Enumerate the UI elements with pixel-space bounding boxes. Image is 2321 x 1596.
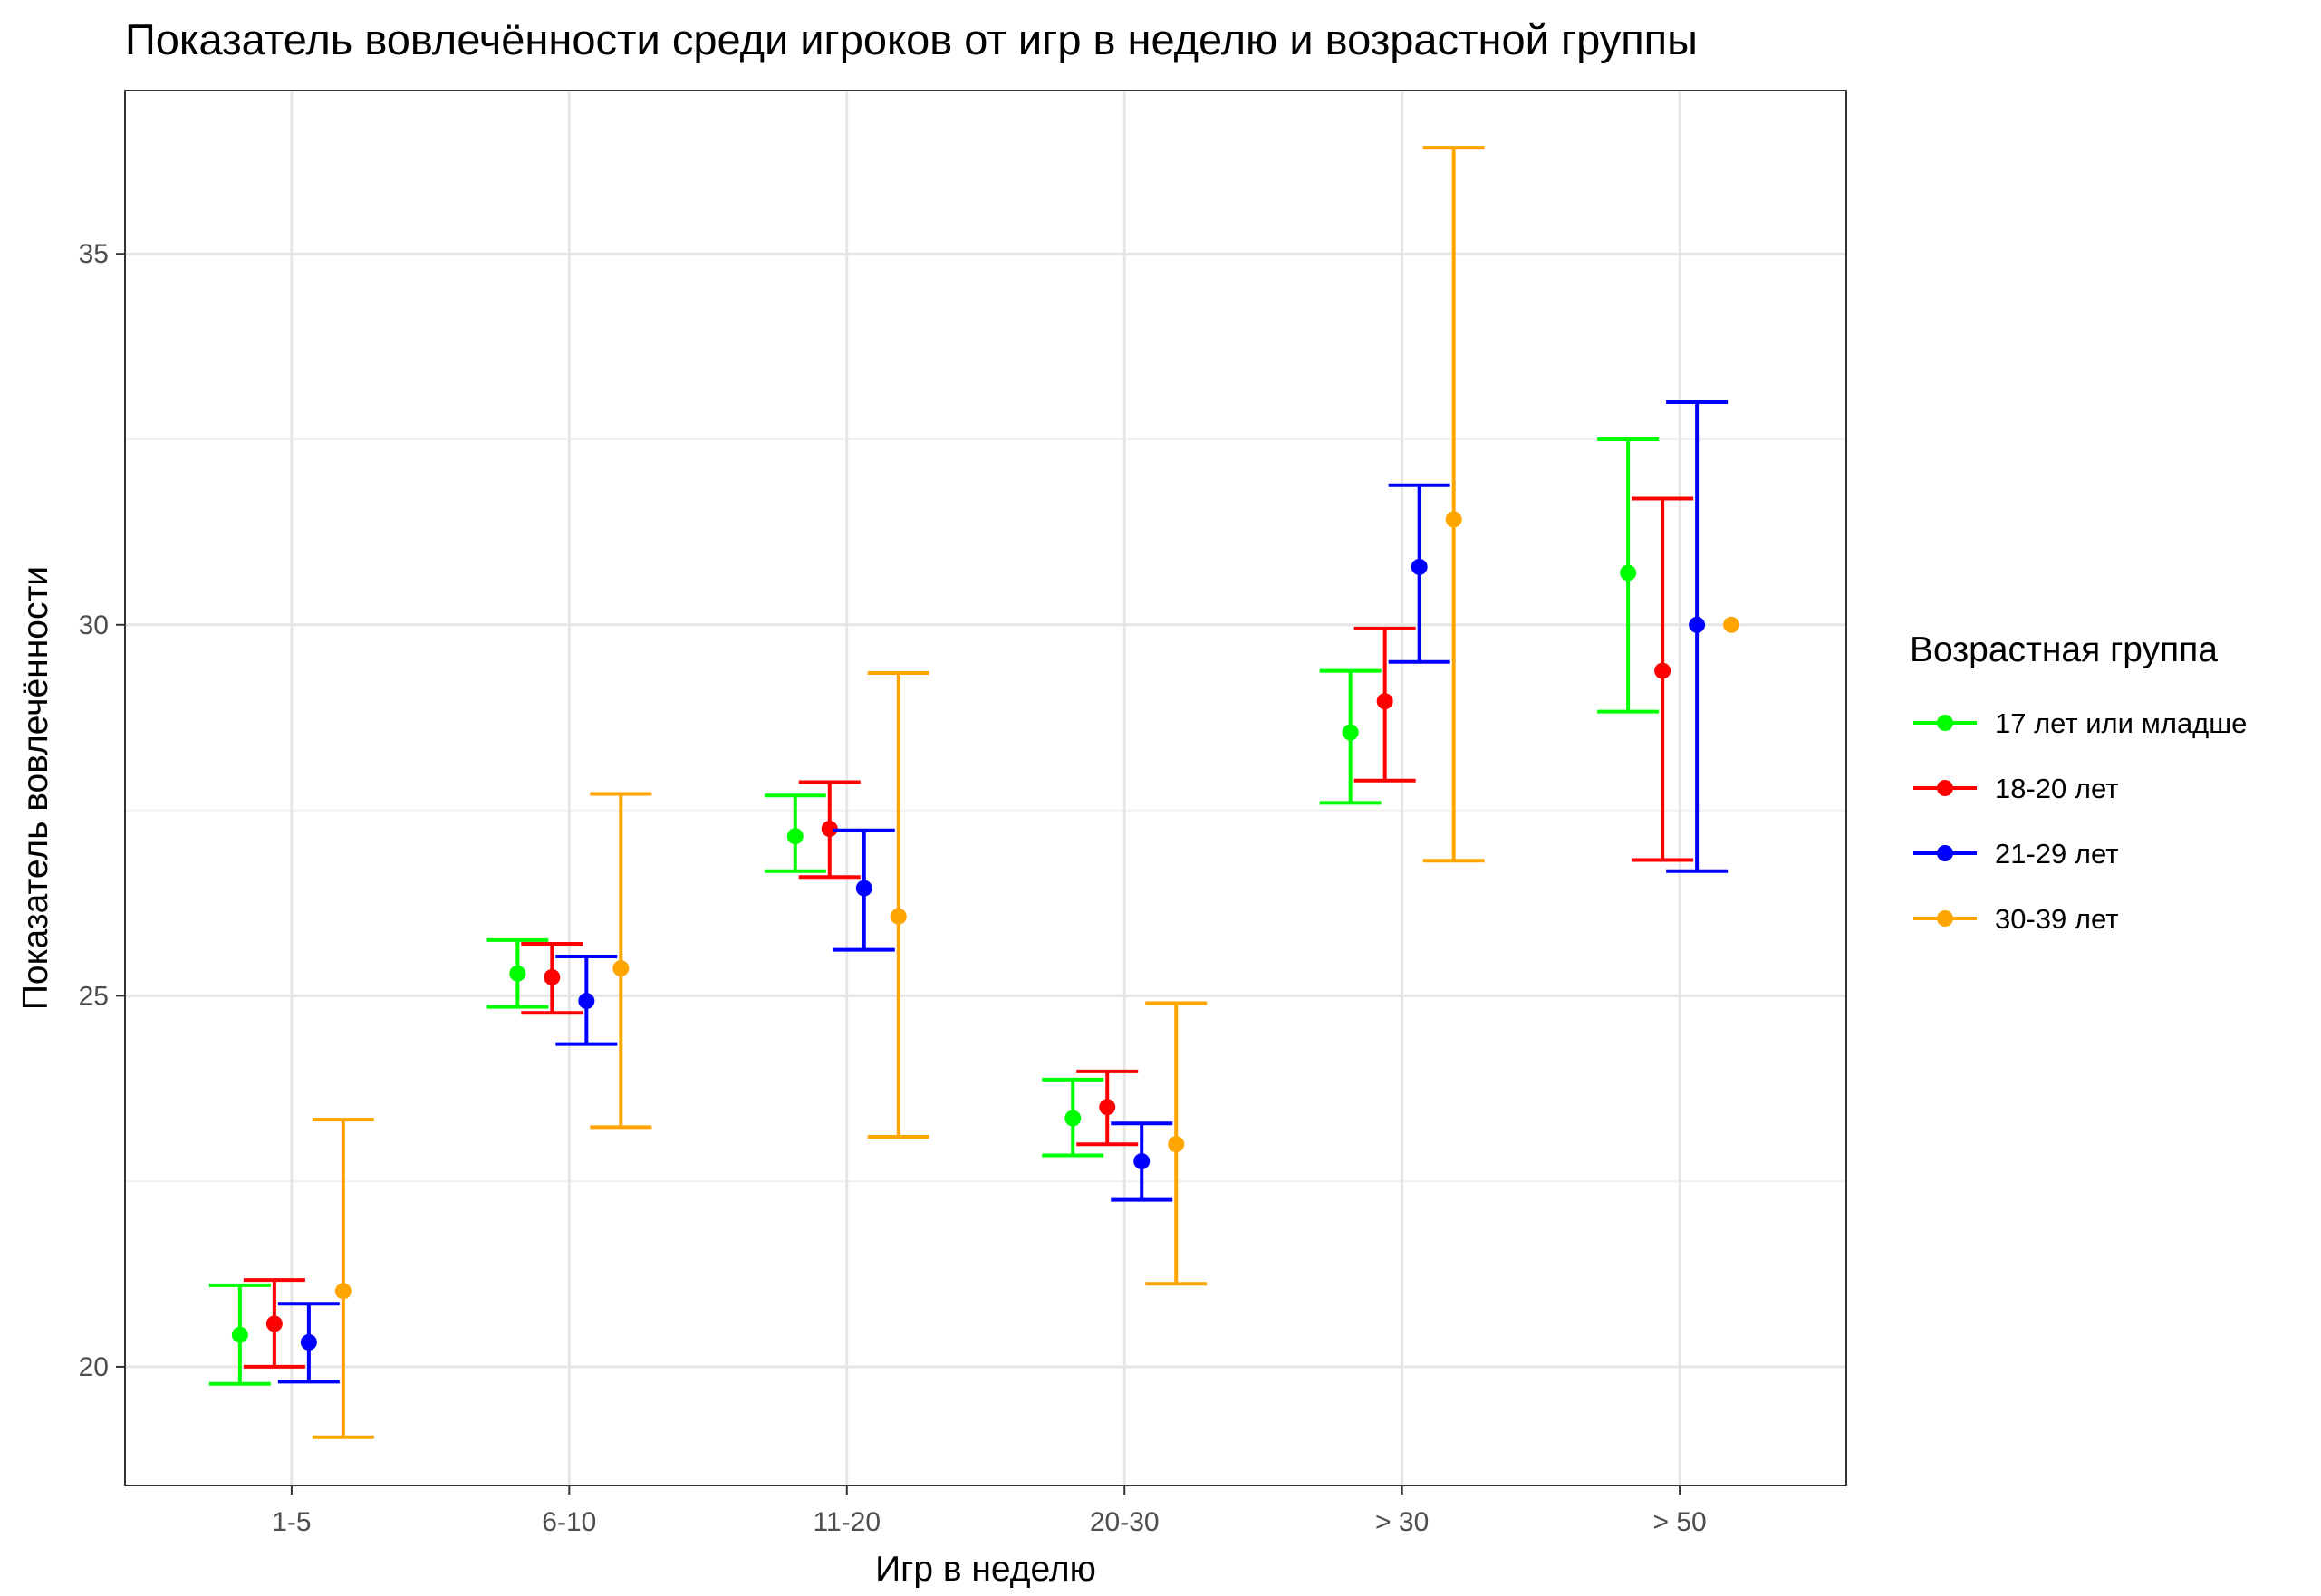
data-point bbox=[231, 1326, 248, 1343]
data-point bbox=[578, 993, 595, 1010]
y-axis: 20 25 30 35 bbox=[79, 239, 125, 1382]
data-point bbox=[821, 821, 838, 838]
x-tick-label: 20-30 bbox=[1090, 1507, 1160, 1537]
data-point bbox=[855, 880, 872, 897]
series-group bbox=[208, 437, 1660, 1386]
x-axis-title: Игр в неделю bbox=[875, 1550, 1096, 1589]
legend: Возрастная группа 17 лет или младше 18-20… bbox=[1910, 630, 2247, 935]
legend-label: 18-20 лет bbox=[1995, 773, 2118, 804]
y-tick-label: 25 bbox=[79, 981, 109, 1011]
legend-title: Возрастная группа bbox=[1910, 630, 2218, 669]
chart-title: Показатель вовлечённости среди игроков о… bbox=[125, 15, 1698, 63]
series-group bbox=[277, 400, 1729, 1384]
legend-label: 17 лет или младше bbox=[1995, 707, 2247, 739]
x-tick-label: 11-20 bbox=[814, 1507, 881, 1537]
data-point bbox=[334, 1283, 352, 1300]
series-group bbox=[312, 146, 1740, 1439]
data-point bbox=[1342, 724, 1359, 741]
data-point bbox=[1099, 1099, 1116, 1116]
data-point bbox=[265, 1315, 283, 1332]
data-point bbox=[1376, 693, 1393, 710]
y-tick-label: 35 bbox=[79, 239, 109, 269]
data-point bbox=[1723, 616, 1740, 633]
y-axis-title: Показатель вовлечённости bbox=[16, 566, 55, 1010]
x-axis: 1-5 6-10 11-20 20-30 > 30 > 50 bbox=[272, 1485, 1707, 1537]
data-point bbox=[612, 960, 630, 977]
x-tick-label: > 50 bbox=[1653, 1507, 1707, 1537]
legend-key-point bbox=[1937, 715, 1953, 731]
legend-key-point bbox=[1937, 780, 1953, 796]
data-point bbox=[890, 908, 907, 925]
data-point bbox=[300, 1333, 317, 1351]
data-point bbox=[1445, 511, 1462, 528]
data-point bbox=[1064, 1110, 1082, 1127]
legend-label: 30-39 лет bbox=[1995, 903, 2118, 935]
y-tick-label: 30 bbox=[79, 611, 109, 640]
legend-key-point bbox=[1937, 910, 1953, 927]
data-point bbox=[1689, 616, 1706, 633]
x-tick-label: 1-5 bbox=[272, 1507, 311, 1537]
series-layer bbox=[208, 146, 1740, 1439]
grid bbox=[125, 91, 1846, 1485]
data-point bbox=[1133, 1153, 1151, 1170]
plot-border bbox=[124, 90, 1847, 1486]
data-point bbox=[1168, 1136, 1185, 1153]
y-tick-label: 20 bbox=[79, 1352, 109, 1382]
legend-label: 21-29 лет bbox=[1995, 838, 2118, 870]
data-point bbox=[544, 968, 561, 985]
data-point bbox=[509, 965, 526, 982]
series-group bbox=[243, 496, 1694, 1369]
x-tick-label: > 30 bbox=[1375, 1507, 1429, 1537]
data-point bbox=[1411, 558, 1428, 575]
data-point bbox=[1620, 564, 1637, 582]
data-point bbox=[786, 828, 804, 845]
x-tick-label: 6-10 bbox=[542, 1507, 596, 1537]
data-point bbox=[1654, 662, 1671, 679]
legend-key-point bbox=[1937, 845, 1953, 861]
